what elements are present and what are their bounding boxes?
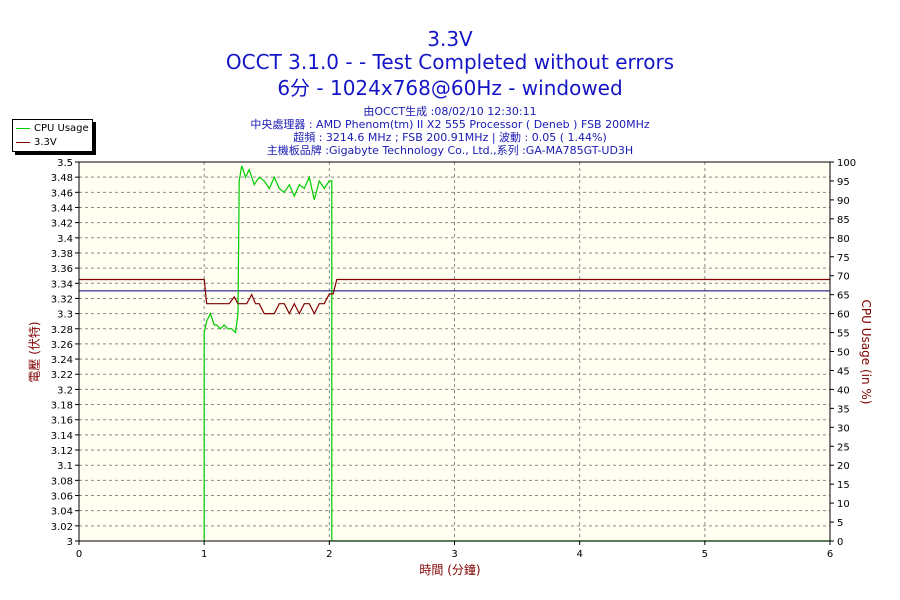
y-right-tick-label: 50 — [837, 348, 850, 359]
legend-label-cpu-usage: CPU Usage — [34, 123, 89, 134]
x-axis-label: 時間 (分鐘) — [419, 563, 481, 577]
info-motherboard: 主機板品牌 :Gigabyte Technology Co., Ltd.,系列 … — [266, 144, 634, 157]
y-right-tick-label: 40 — [837, 385, 850, 396]
info-overclock: 超頻 : 3214.6 MHz ; FSB 200.91MHz | 波動 : 0… — [293, 131, 607, 144]
y-left-tick-label: 3.5 — [57, 158, 73, 169]
y-left-tick-label: 3.22 — [51, 370, 73, 381]
y-left-tick-label: 3.4 — [57, 234, 73, 245]
y-axis-right-label: CPU Usage (in %) — [859, 299, 873, 405]
y-right-tick-label: 60 — [837, 310, 850, 321]
y-axis-left-label: 電壓 (伏特) — [27, 321, 42, 383]
y-left-tick-label: 3.04 — [51, 507, 73, 518]
y-left-tick-label: 3.18 — [51, 401, 73, 412]
y-left-tick-label: 3.38 — [51, 249, 73, 260]
y-left-tick-label: 3.14 — [51, 431, 73, 442]
y-left-tick-label: 3.02 — [51, 522, 73, 533]
y-left-tick-label: 3.48 — [51, 173, 73, 184]
legend-item-cpu-usage: CPU Usage — [16, 122, 89, 135]
y-left-tick-label: 3.42 — [51, 219, 73, 230]
y-right-tick-label: 45 — [837, 366, 850, 377]
y-right-tick-label: 20 — [837, 461, 850, 472]
y-left-tick-label: 3.32 — [51, 294, 73, 305]
y-right-tick-label: 90 — [837, 196, 850, 207]
y-right-tick-label: 5 — [837, 518, 843, 529]
y-right-tick-label: 70 — [837, 272, 850, 283]
y-left-tick-label: 3.28 — [51, 325, 73, 336]
x-tick-label: 0 — [76, 549, 82, 560]
series-line-3-3v — [79, 278, 830, 315]
y-right-tick-label: 85 — [837, 215, 850, 226]
chart-title: 3.3V — [427, 27, 473, 51]
y-left-tick-label: 3.08 — [51, 476, 73, 487]
legend-swatch-3-3v — [16, 141, 30, 143]
y-left-tick-label: 3.34 — [51, 279, 73, 290]
y-left-tick-label: 3.16 — [51, 416, 73, 427]
x-tick-label: 3 — [451, 549, 457, 560]
y-right-tick-label: 25 — [837, 442, 850, 453]
series-line-cpu-usage — [203, 165, 830, 542]
chart-subtitle-duration: 6分 - 1024x768@60Hz - windowed — [277, 76, 623, 100]
y-right-tick-label: 35 — [837, 404, 850, 415]
info-generated: 由OCCT生成 :08/02/10 12:30:11 — [363, 105, 537, 118]
y-left-tick-label: 3.2 — [57, 385, 73, 396]
y-right-tick-label: 30 — [837, 423, 850, 434]
x-tick-label: 1 — [201, 549, 207, 560]
y-left-tick-label: 3.3 — [57, 310, 73, 321]
chart-legend: CPU Usage 3.3V — [12, 119, 93, 152]
info-cpu: 中央處理器 : AMD Phenom(tm) II X2 555 Process… — [250, 118, 650, 131]
y-left-tick-label: 3.46 — [51, 188, 73, 199]
y-right-tick-label: 100 — [837, 158, 856, 169]
y-right-tick-label: 55 — [837, 329, 850, 340]
legend-swatch-cpu-usage — [16, 127, 30, 129]
y-right-tick-label: 0 — [837, 537, 843, 548]
y-left-tick-label: 3.44 — [51, 203, 73, 214]
y-right-tick-label: 80 — [837, 234, 850, 245]
chart-subtitle-test-status: OCCT 3.1.0 - - Test Completed without er… — [225, 50, 675, 74]
y-right-tick-label: 10 — [837, 499, 850, 510]
y-left-tick-label: 3.26 — [51, 340, 73, 351]
y-left-tick-label: 3 — [67, 537, 73, 548]
x-tick-label: 6 — [827, 549, 833, 560]
y-right-tick-label: 65 — [837, 291, 850, 302]
x-tick-label: 4 — [576, 549, 582, 560]
x-tick-label: 2 — [326, 549, 332, 560]
y-right-tick-label: 75 — [837, 253, 850, 264]
y-right-tick-label: 95 — [837, 177, 850, 188]
y-left-tick-label: 3.12 — [51, 446, 73, 457]
y-left-tick-label: 3.36 — [51, 264, 73, 275]
y-right-tick-label: 15 — [837, 480, 850, 491]
y-left-tick-label: 3.24 — [51, 355, 73, 366]
y-left-tick-label: 3.1 — [57, 461, 73, 472]
x-tick-label: 5 — [702, 549, 708, 560]
y-left-tick-label: 3.06 — [51, 492, 73, 503]
legend-label-3-3v: 3.3V — [34, 137, 57, 148]
legend-item-3-3v: 3.3V — [16, 136, 57, 149]
